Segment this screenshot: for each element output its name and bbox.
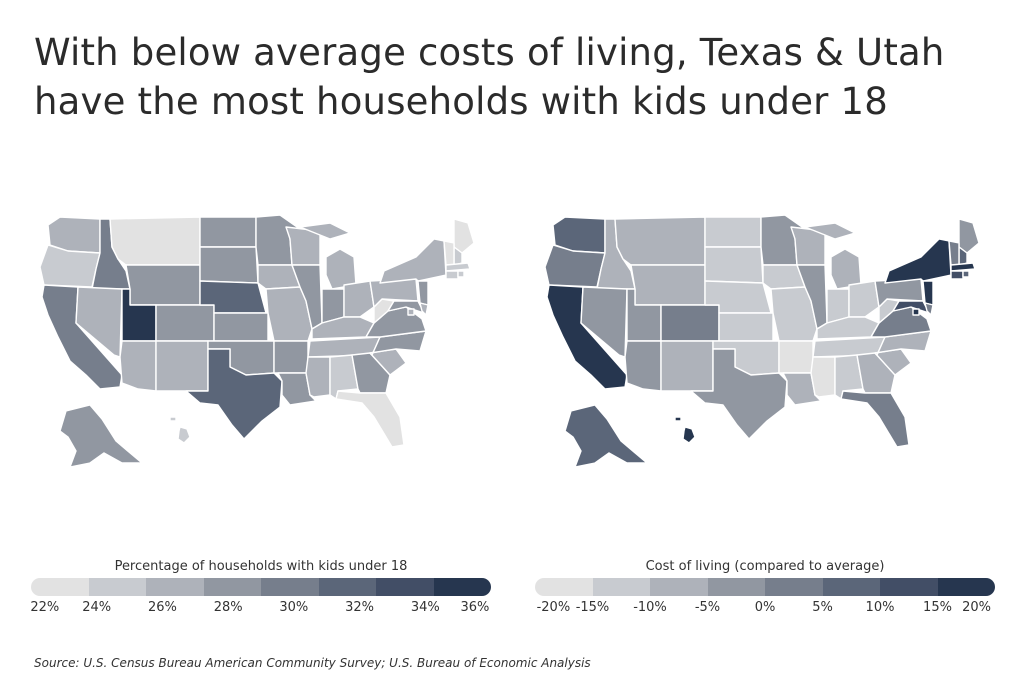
legend-swatch-5 <box>261 578 319 596</box>
legend-swatch-3 <box>650 578 708 596</box>
legend-tick-label: -5% <box>694 600 721 615</box>
state-nm <box>660 340 714 392</box>
legend-swatch-6 <box>822 578 880 596</box>
legend-ticks: -20% -15% -10% -5% 0% 5% 10% 15% 20% <box>535 600 995 618</box>
state-nj <box>417 280 429 306</box>
state-mt <box>109 216 201 266</box>
state-co <box>155 304 215 342</box>
state-vt <box>443 240 455 266</box>
state-oh <box>343 280 375 318</box>
legend-tick-label: 15% <box>923 600 952 615</box>
state-hi <box>674 416 696 444</box>
state-az <box>624 340 662 392</box>
legend-tick-label: 30% <box>279 600 309 615</box>
legend-swatch-1 <box>31 578 89 596</box>
legend-tick-label: 0% <box>754 600 776 615</box>
state-ma <box>950 262 976 272</box>
state-sd <box>199 246 259 284</box>
state-ky <box>311 316 375 340</box>
state-dc <box>912 308 920 316</box>
state-ri <box>457 270 465 278</box>
state-oh <box>848 280 880 318</box>
legend-swatch-3 <box>146 578 204 596</box>
state-nd <box>704 216 762 248</box>
state-tx <box>185 348 283 440</box>
legend-swatch-7 <box>376 578 434 596</box>
state-ri <box>962 270 970 278</box>
state-nj <box>922 280 934 306</box>
legend-ticks: 22% 24% 26% 28% 30% 32% 34% 36% <box>30 600 491 618</box>
state-co <box>660 304 720 342</box>
legend-swatch-5 <box>765 578 823 596</box>
legend-swatch-8 <box>433 578 491 596</box>
state-ak <box>59 404 143 468</box>
state-ar <box>778 340 814 374</box>
legend-households: Percentage of households with kids under… <box>30 558 491 618</box>
legend-tick-label: -10% <box>633 600 667 615</box>
state-wy <box>125 264 201 306</box>
legend-swatch-8 <box>937 578 995 596</box>
state-wy <box>630 264 706 306</box>
state-ms <box>810 356 836 398</box>
source-note: Source: U.S. Census Bureau American Comm… <box>34 656 591 670</box>
legend-title: Percentage of households with kids under… <box>114 559 408 574</box>
state-ny <box>379 238 447 284</box>
state-nd <box>199 216 257 248</box>
legend-tick-label: 34% <box>410 600 440 615</box>
state-mt <box>614 216 706 266</box>
state-ak <box>564 404 648 468</box>
legend-swatch-4 <box>203 578 261 596</box>
state-fl <box>335 390 405 448</box>
legend-swatch-4 <box>707 578 765 596</box>
legend-swatch-1 <box>535 578 593 596</box>
legend-swatch-7 <box>880 578 938 596</box>
legend-tick-label: 24% <box>82 600 112 615</box>
state-fl <box>840 390 910 448</box>
legend-cost-of-living: Cost of living (compared to average) -20… <box>535 558 995 618</box>
state-dc <box>407 308 415 316</box>
state-me <box>453 218 475 254</box>
state-az <box>119 340 157 392</box>
legend-color-bar <box>535 578 995 596</box>
legend-tick-label: -20% <box>536 600 571 615</box>
state-nm <box>155 340 209 392</box>
state-ct <box>950 270 964 280</box>
legend-tick-label: 32% <box>345 600 375 615</box>
state-me <box>958 218 980 254</box>
state-sd <box>704 246 764 284</box>
legend-tick-label: 10% <box>865 600 895 615</box>
legend-swatch-6 <box>318 578 376 596</box>
state-de <box>419 302 429 316</box>
state-ks <box>213 312 269 342</box>
state-ms <box>305 356 331 398</box>
legend-tick-label: -15% <box>575 600 610 615</box>
state-ar <box>273 340 309 374</box>
state-md <box>387 300 425 314</box>
state-nv <box>580 286 628 358</box>
legend-tick-label: 26% <box>147 600 177 615</box>
legend-tick-label: 28% <box>213 600 243 615</box>
state-nv <box>75 286 123 358</box>
state-tx <box>690 348 788 440</box>
state-hi <box>169 416 191 444</box>
state-de <box>924 302 934 316</box>
legend-swatch-2 <box>592 578 650 596</box>
legend-title: Cost of living (compared to average) <box>645 559 885 574</box>
legend-tick-label: 20% <box>962 600 992 615</box>
state-ma <box>445 262 471 272</box>
legend-color-bar <box>31 578 491 596</box>
map-households-with-kids <box>39 214 475 468</box>
state-ny <box>884 238 952 284</box>
legend-swatch-2 <box>88 578 146 596</box>
legend-tick-label: 36% <box>460 600 490 615</box>
legend-tick-label: 22% <box>30 600 60 615</box>
state-vt <box>948 240 960 266</box>
state-ky <box>816 316 880 340</box>
state-ks <box>718 312 774 342</box>
chart-title: With below average costs of living, Texa… <box>34 31 945 123</box>
state-md <box>892 300 930 314</box>
state-ct <box>445 270 459 280</box>
map-cost-of-living <box>544 214 980 468</box>
legend-tick-label: 5% <box>812 600 833 615</box>
